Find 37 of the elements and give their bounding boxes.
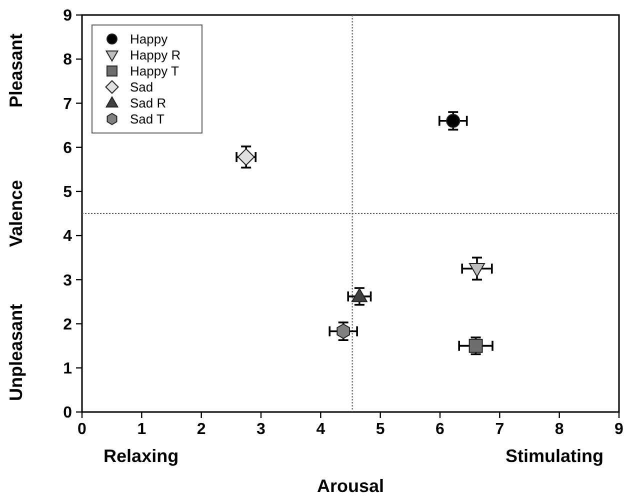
y-axis-title: Valence	[6, 180, 26, 248]
y-tick-label: 9	[63, 8, 72, 25]
point	[469, 262, 485, 277]
legend-label: Sad T	[130, 112, 165, 127]
text: Stimulating	[506, 446, 604, 466]
x-tick-label: 9	[614, 421, 624, 438]
y-tick-label: 7	[63, 96, 72, 113]
text: Unpleasant	[6, 304, 26, 401]
point	[468, 338, 483, 353]
text: Relaxing	[104, 446, 179, 466]
x-tick-label: 5	[376, 421, 385, 438]
y-tick-label: 8	[63, 52, 72, 69]
y-tick-label: 4	[63, 228, 72, 246]
point	[237, 148, 255, 166]
x-tick-label: 2	[196, 421, 206, 438]
y-tick-label: 0	[63, 404, 72, 422]
legend-label: Sad R	[130, 96, 166, 111]
point	[351, 288, 368, 302]
y-tick-label: 5	[63, 184, 72, 202]
y-tick-label: 3	[63, 272, 72, 290]
x-tick-label: 0	[78, 421, 87, 438]
y-tick-label: 1	[63, 360, 72, 378]
x-tick-label: 6	[436, 421, 445, 438]
x-tick-label: 7	[495, 421, 504, 438]
x-tick-label: 1	[137, 421, 146, 438]
legend-label: Happy R	[130, 48, 181, 63]
legend-label: Happy T	[130, 64, 179, 79]
text: Pleasant	[6, 34, 26, 108]
x-tick-label: 8	[554, 421, 564, 438]
legend-label: Sad	[130, 80, 154, 95]
y-tick-label: 2	[63, 316, 72, 334]
point	[446, 114, 460, 128]
x-axis-title: Arousal	[316, 476, 384, 496]
y-tick-label: 6	[63, 140, 72, 157]
x-tick-label: 4	[316, 421, 326, 438]
legend-label: Happy	[130, 32, 168, 47]
x-tick-label: 3	[256, 421, 266, 438]
